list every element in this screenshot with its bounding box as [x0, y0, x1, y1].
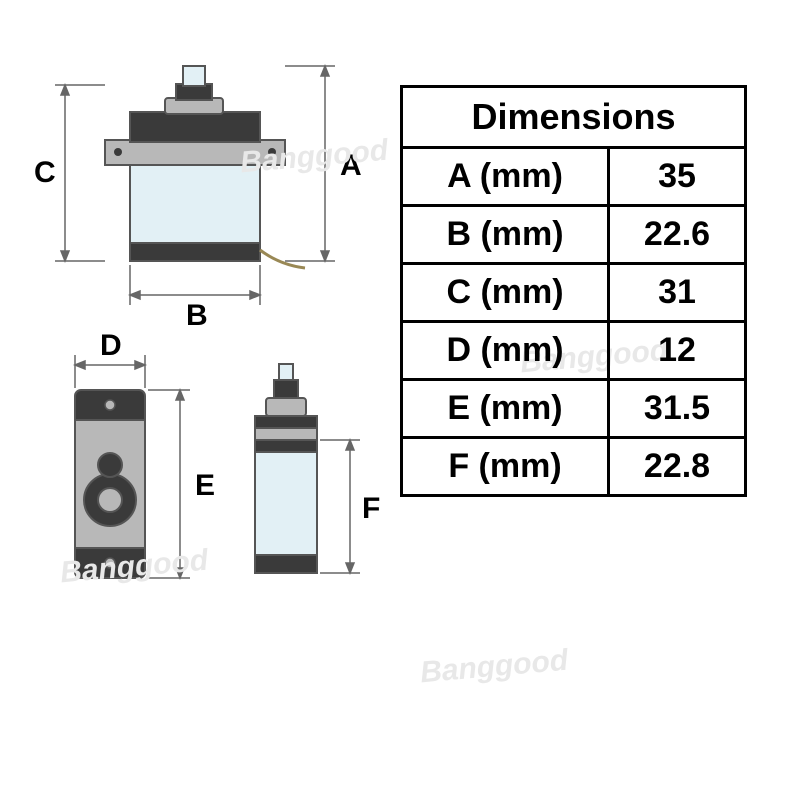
dim-label-cell: C (mm) [402, 264, 609, 322]
dimension-F [320, 440, 360, 573]
servo-top-view [75, 390, 145, 578]
table-header: Dimensions [402, 87, 746, 148]
dim-label-cell: F (mm) [402, 438, 609, 496]
dim-label-C: C [34, 156, 56, 189]
dim-value-cell: 31 [609, 264, 746, 322]
dim-value-cell: 22.6 [609, 206, 746, 264]
dim-label-E: E [195, 469, 215, 502]
dim-label-B: B [186, 299, 208, 332]
table-row: B (mm) 22.6 [402, 206, 746, 264]
dim-value-cell: 35 [609, 148, 746, 206]
dimensions-table: Dimensions A (mm) 35 B (mm) 22.6 C (mm) … [400, 85, 747, 497]
dim-label-cell: E (mm) [402, 380, 609, 438]
dim-label-D: D [100, 329, 122, 362]
dim-value-cell: 22.8 [609, 438, 746, 496]
dimension-E [148, 390, 190, 578]
dim-label-cell: B (mm) [402, 206, 609, 264]
dim-value-cell: 12 [609, 322, 746, 380]
servo-side-view [105, 66, 305, 268]
table-row: A (mm) 35 [402, 148, 746, 206]
table-row: D (mm) 12 [402, 322, 746, 380]
table-row: E (mm) 31.5 [402, 380, 746, 438]
diagram-container: Banggood Banggood Banggood Banggood A C … [0, 0, 800, 800]
dim-label-cell: D (mm) [402, 322, 609, 380]
dim-label-A: A [340, 149, 362, 182]
dimension-A [285, 66, 335, 261]
dimension-C [55, 85, 105, 261]
table-row: C (mm) 31 [402, 264, 746, 322]
dim-label-F: F [362, 492, 380, 525]
dim-label-cell: A (mm) [402, 148, 609, 206]
dim-value-cell: 31.5 [609, 380, 746, 438]
table-row: F (mm) 22.8 [402, 438, 746, 496]
servo-front-view [255, 364, 317, 573]
